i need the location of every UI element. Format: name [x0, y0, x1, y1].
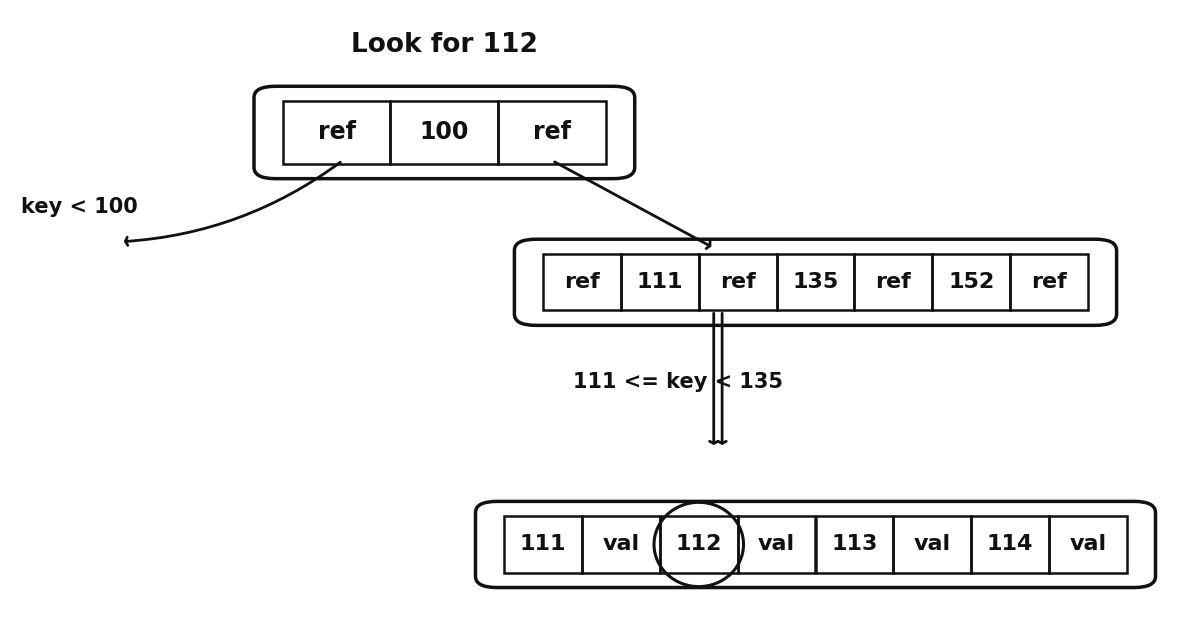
- Bar: [620, 254, 698, 310]
- Text: ref: ref: [533, 120, 571, 144]
- Text: 135: 135: [792, 272, 839, 292]
- Bar: [698, 254, 776, 310]
- Text: ref: ref: [720, 272, 756, 292]
- Bar: [854, 254, 932, 310]
- Text: ref: ref: [1031, 272, 1067, 292]
- Bar: [971, 517, 1049, 572]
- Text: 112: 112: [676, 534, 722, 554]
- Bar: [1010, 254, 1088, 310]
- Bar: [738, 517, 816, 572]
- Bar: [498, 102, 606, 164]
- Bar: [582, 517, 660, 572]
- Text: 114: 114: [986, 534, 1033, 554]
- FancyBboxPatch shape: [254, 87, 635, 179]
- Text: val: val: [913, 534, 950, 554]
- Bar: [283, 102, 390, 164]
- Text: Look for 112: Look for 112: [350, 32, 538, 58]
- Text: val: val: [758, 534, 796, 554]
- Bar: [816, 517, 893, 572]
- Bar: [1049, 517, 1127, 572]
- FancyBboxPatch shape: [475, 502, 1156, 587]
- Text: ref: ref: [318, 120, 355, 144]
- Text: ref: ref: [876, 272, 911, 292]
- Text: 113: 113: [832, 534, 877, 554]
- Text: key < 100: key < 100: [20, 198, 138, 218]
- Bar: [932, 254, 1010, 310]
- Bar: [660, 517, 738, 572]
- FancyBboxPatch shape: [515, 240, 1117, 325]
- Text: 111 <= key < 135: 111 <= key < 135: [572, 372, 782, 392]
- Text: 111: 111: [520, 534, 566, 554]
- Bar: [893, 517, 971, 572]
- Text: 111: 111: [637, 272, 683, 292]
- Bar: [390, 102, 498, 164]
- Text: val: val: [602, 534, 640, 554]
- Text: ref: ref: [564, 272, 600, 292]
- Text: 152: 152: [948, 272, 995, 292]
- Text: val: val: [1069, 534, 1106, 554]
- Bar: [504, 517, 582, 572]
- Bar: [776, 254, 854, 310]
- Bar: [544, 254, 620, 310]
- Text: 100: 100: [420, 120, 469, 144]
